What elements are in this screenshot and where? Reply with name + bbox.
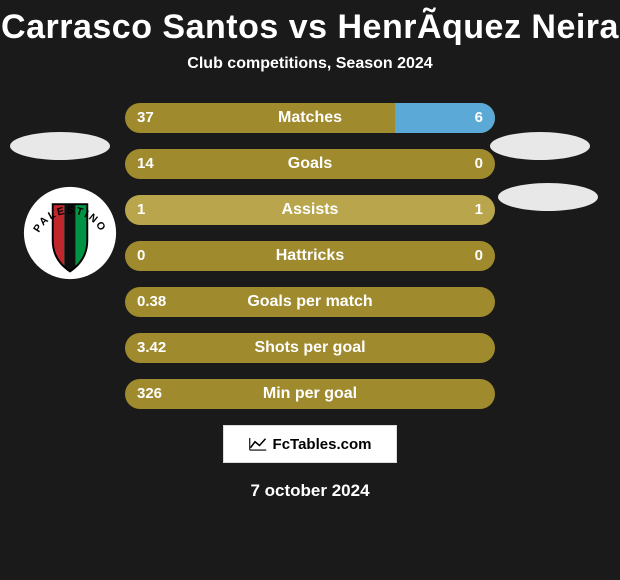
page-subtitle: Club competitions, Season 2024	[0, 55, 620, 73]
stat-row: 140Goals	[125, 149, 495, 179]
stat-label: Matches	[125, 103, 495, 133]
stat-label: Goals	[125, 149, 495, 179]
stat-label: Shots per goal	[125, 333, 495, 363]
brand-text: FcTables.com	[273, 436, 372, 453]
stat-row: 11Assists	[125, 195, 495, 225]
stat-label: Hattricks	[125, 241, 495, 271]
stat-label: Assists	[125, 195, 495, 225]
stat-row: 326Min per goal	[125, 379, 495, 409]
date-text: 7 october 2024	[0, 481, 620, 501]
page-title: Carrasco Santos vs HenrÃ­quez Neira	[0, 8, 620, 47]
brand-box: FcTables.com	[223, 425, 397, 463]
brand-icon	[249, 437, 267, 451]
stat-row: 376Matches	[125, 103, 495, 133]
stat-row: 00Hattricks	[125, 241, 495, 271]
stat-row: 0.38Goals per match	[125, 287, 495, 317]
stats-bars: 376Matches 140Goals 11Assists 00Hattricks 0.…	[0, 103, 620, 409]
stat-label: Min per goal	[125, 379, 495, 409]
stat-row: 3.42Shots per goal	[125, 333, 495, 363]
stat-label: Goals per match	[125, 287, 495, 317]
